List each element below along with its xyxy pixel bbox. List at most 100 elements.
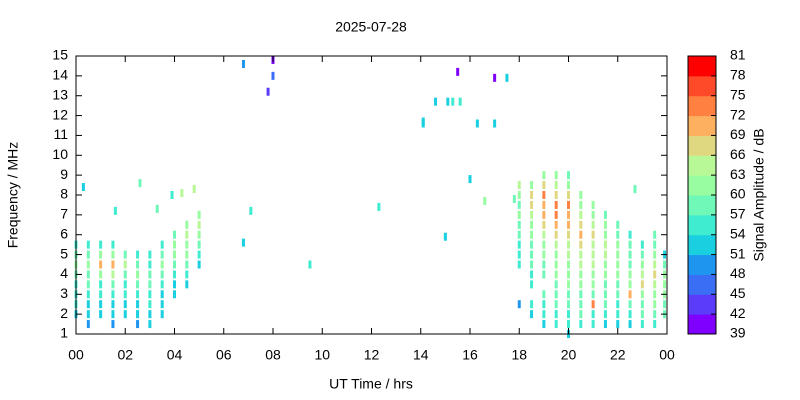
cell: [579, 320, 583, 329]
cell: [530, 210, 534, 219]
cell: [86, 300, 90, 309]
cell: [99, 240, 103, 249]
cell: [123, 310, 127, 319]
cell: [443, 232, 447, 241]
cell: [451, 97, 455, 106]
cell: [603, 290, 607, 299]
cell: [173, 280, 176, 289]
cell: [542, 191, 546, 199]
cell: [554, 310, 558, 319]
cell: [123, 300, 127, 309]
cell: [517, 191, 521, 199]
cell: [653, 270, 657, 279]
cell: [579, 260, 583, 269]
cell: [197, 260, 201, 269]
cell: [628, 290, 632, 299]
cell: [123, 280, 127, 289]
cell: [603, 270, 607, 279]
cell: [579, 270, 583, 279]
x-tick-label: 00: [659, 347, 675, 363]
cell: [160, 240, 164, 249]
cell: [567, 260, 570, 269]
colorbar-tick-label: 54: [730, 225, 746, 241]
cell: [567, 310, 570, 319]
cell: [603, 220, 607, 229]
cell: [148, 280, 152, 289]
cell: [377, 202, 381, 211]
cell: [99, 250, 103, 259]
cell: [160, 260, 164, 269]
x-axis-label: UT Time / hrs: [329, 376, 413, 392]
cell: [653, 310, 657, 319]
cell: [517, 250, 521, 259]
cell: [567, 191, 570, 199]
cell: [185, 220, 189, 229]
cell: [554, 171, 558, 180]
x-tick-label: 00: [68, 347, 84, 363]
cell: [591, 280, 595, 289]
colorbar-swatch: [688, 75, 716, 97]
cell: [603, 240, 607, 249]
cell: [663, 300, 667, 309]
cell: [579, 300, 583, 309]
y-tick-label: 7: [60, 206, 68, 222]
cell: [160, 310, 164, 319]
cell: [628, 230, 632, 239]
cell: [591, 220, 595, 229]
cell: [603, 280, 607, 289]
cell: [86, 290, 90, 299]
colorbar-tick-label: 48: [730, 265, 746, 281]
cell: [542, 250, 546, 259]
cell: [554, 240, 558, 249]
y-tick-label: 14: [52, 67, 68, 83]
cell: [517, 210, 521, 219]
colorbar-swatch: [688, 254, 716, 275]
cell: [160, 250, 164, 259]
cell: [180, 189, 184, 198]
cell: [170, 191, 174, 199]
cell: [567, 300, 570, 309]
colorbar-swatch: [688, 135, 716, 156]
y-tick-label: 3: [60, 285, 68, 301]
cell: [542, 171, 546, 180]
cell: [628, 280, 632, 289]
cell: [628, 320, 632, 329]
x-tick-label: 18: [511, 347, 527, 363]
x-tick-label: 08: [265, 347, 281, 363]
cell: [517, 220, 521, 229]
cell: [640, 300, 644, 309]
cell: [148, 270, 152, 279]
cell: [591, 320, 595, 329]
cell: [616, 290, 620, 299]
cell: [138, 179, 142, 188]
cell: [579, 250, 583, 259]
cell: [111, 290, 115, 299]
cell: [241, 59, 245, 68]
cell: [616, 310, 620, 319]
cell: [628, 240, 632, 249]
cell: [653, 280, 657, 289]
cell: [155, 204, 159, 213]
cell: [542, 181, 546, 190]
cell: [567, 230, 570, 239]
cell: [579, 200, 583, 209]
cell: [136, 310, 140, 319]
cell: [542, 300, 546, 309]
cell: [554, 300, 558, 309]
cell: [99, 260, 103, 269]
cell: [86, 280, 90, 289]
cell: [493, 73, 497, 82]
cell: [567, 280, 570, 289]
cell: [640, 310, 644, 319]
cell: [591, 210, 595, 219]
cell: [468, 175, 472, 184]
cell: [603, 300, 607, 309]
cell: [136, 250, 140, 259]
cell: [653, 290, 657, 299]
cell: [653, 260, 657, 269]
cell: [591, 270, 595, 279]
cell: [616, 260, 620, 269]
cell: [111, 240, 115, 249]
cell: [136, 300, 140, 309]
